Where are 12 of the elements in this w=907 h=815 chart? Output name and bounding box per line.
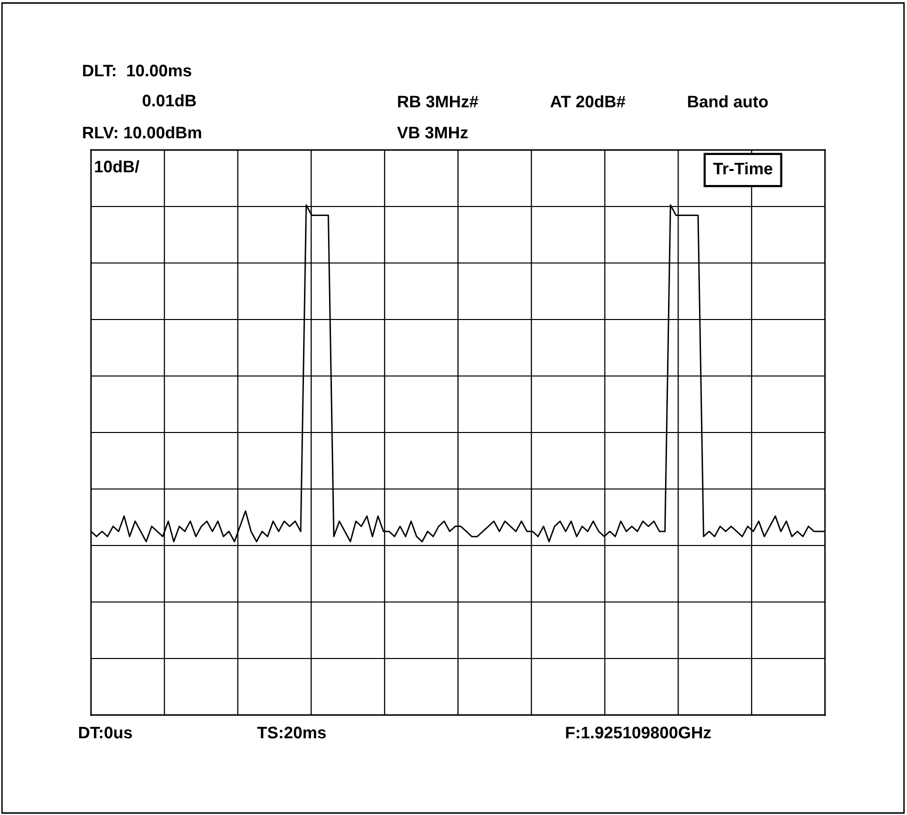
text: DLT: 10.00ms [83,64,192,76]
text: AT 20dB# [550,95,626,108]
text: Band auto [688,95,768,108]
text: 0.01dB [142,94,196,106]
text: RB 3MHz# [398,96,478,108]
text: RLV: 10.00dBm [83,126,202,138]
text: 10dB/ [95,160,140,173]
text: TS:20ms [257,726,326,738]
text: F:1.925109800GHz [566,726,711,738]
text: Tr-Time [713,162,772,174]
text: DT:0us [79,726,132,738]
text: VB 3MHz [397,126,468,138]
